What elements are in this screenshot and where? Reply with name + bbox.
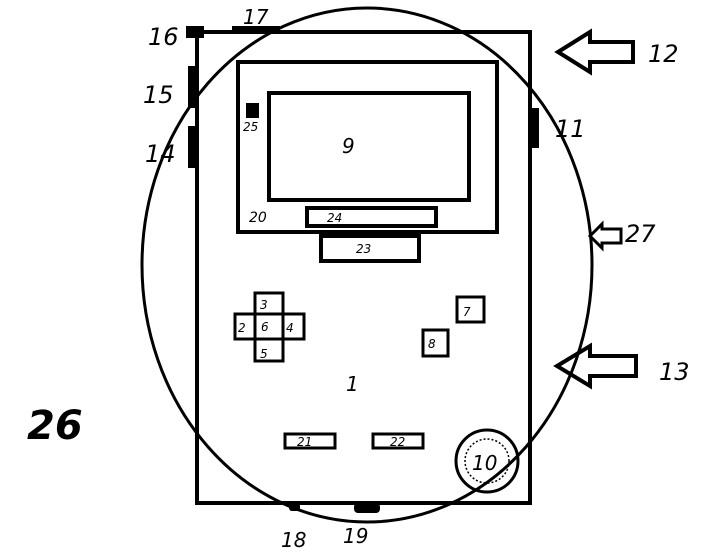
bottom-port-small bbox=[289, 503, 300, 511]
label-14: 14 bbox=[145, 140, 176, 168]
label-19: 19 bbox=[343, 524, 368, 548]
bottom-port-large bbox=[354, 503, 380, 513]
outline-ellipse bbox=[140, 6, 594, 524]
corner-block bbox=[186, 26, 204, 38]
top-slot bbox=[232, 26, 280, 33]
dpad-right bbox=[281, 312, 306, 341]
indicator-light bbox=[246, 103, 259, 118]
arrow-12 bbox=[554, 28, 635, 76]
label-11: 11 bbox=[555, 115, 586, 143]
label-6: 6 bbox=[261, 320, 269, 334]
label-15: 15 bbox=[143, 81, 174, 109]
button-8 bbox=[421, 328, 450, 358]
label-9: 9 bbox=[342, 134, 355, 158]
button-7 bbox=[455, 295, 486, 324]
left-side-button-lower bbox=[188, 126, 195, 168]
label-17: 17 bbox=[243, 5, 269, 29]
speaker-inner bbox=[464, 438, 510, 484]
button-21 bbox=[283, 432, 337, 450]
speaker-outer bbox=[454, 428, 520, 494]
label-26: 26 bbox=[27, 403, 83, 449]
label-27: 27 bbox=[625, 220, 656, 248]
screen-bezel bbox=[236, 60, 499, 234]
label-3: 3 bbox=[260, 298, 268, 312]
label-5: 5 bbox=[260, 347, 268, 361]
device-body bbox=[195, 30, 532, 505]
label-8: 8 bbox=[428, 337, 436, 351]
strip-24 bbox=[305, 206, 438, 228]
label-24: 24 bbox=[327, 211, 342, 225]
arrow-27 bbox=[587, 220, 623, 252]
label-4: 4 bbox=[286, 321, 294, 335]
label-22: 22 bbox=[390, 435, 405, 449]
label-13: 13 bbox=[659, 358, 690, 386]
button-22 bbox=[371, 432, 425, 450]
label-21: 21 bbox=[297, 435, 312, 449]
dpad-down bbox=[253, 337, 285, 363]
label-7: 7 bbox=[463, 305, 471, 319]
label-16: 16 bbox=[148, 23, 179, 51]
arrow-13 bbox=[553, 342, 638, 390]
label-10: 10 bbox=[472, 451, 497, 475]
strip-23 bbox=[319, 234, 421, 263]
label-23: 23 bbox=[356, 242, 371, 256]
left-side-button-upper bbox=[188, 66, 195, 108]
label-2: 2 bbox=[238, 321, 246, 335]
label-12: 12 bbox=[648, 40, 679, 68]
right-side-button bbox=[530, 108, 539, 148]
dpad-center bbox=[253, 312, 285, 341]
label-20: 20 bbox=[249, 210, 267, 226]
screen bbox=[267, 91, 471, 202]
label-25: 25 bbox=[243, 120, 258, 134]
label-18: 18 bbox=[281, 528, 306, 552]
label-1: 1 bbox=[346, 372, 359, 396]
